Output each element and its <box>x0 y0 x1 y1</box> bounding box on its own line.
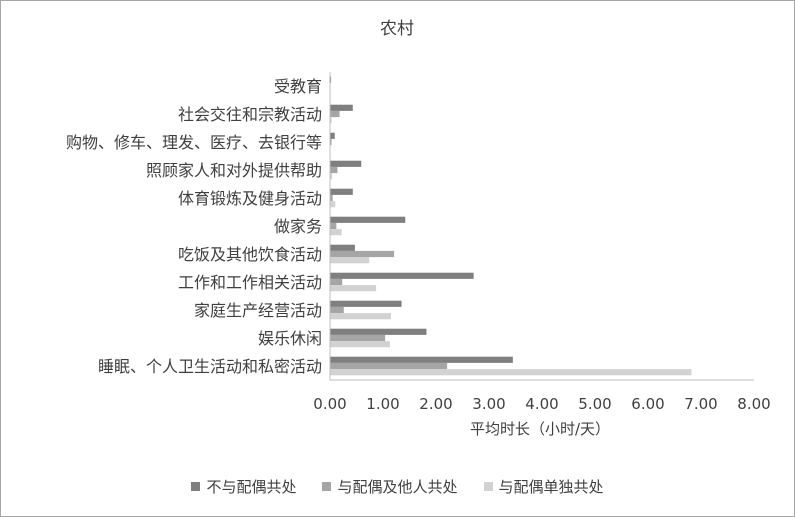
bar-3-4 <box>330 173 333 180</box>
category-label: 社会交往和宗教活动 <box>178 105 322 124</box>
category-label: 体育锻炼及健身活动 <box>178 189 322 208</box>
bar-1-3 <box>330 132 335 139</box>
category-label: 娱乐休闲 <box>258 329 322 348</box>
x-tick-label: 7.00 <box>684 395 717 413</box>
bar-3-11 <box>330 369 692 376</box>
bar-2-11 <box>330 362 448 370</box>
x-tick-label: 2.00 <box>419 395 452 413</box>
category-labels: 受教育社会交往和宗教活动购物、修车、理发、医疗、去银行等照顾家人和对外提供帮助体… <box>66 77 322 376</box>
x-tick-labels: 0.00 1.00 2.00 3.00 4.00 5.00 6.00 7.00 8.00 <box>313 395 770 413</box>
legend-swatch <box>322 482 332 491</box>
bar-2-10 <box>330 334 386 342</box>
bar-3-6 <box>330 229 342 236</box>
bar-2-8 <box>330 278 343 286</box>
bar-1-10 <box>330 328 427 335</box>
legend-item: 与配偶单独共处 <box>483 476 604 497</box>
x-tick-label: 6.00 <box>631 395 664 413</box>
legend-swatch <box>191 482 201 491</box>
legend-label: 与配偶单独共处 <box>498 478 604 496</box>
bar-2-9 <box>330 306 344 314</box>
bars-group <box>330 76 692 376</box>
legend: 不与配偶共处 与配偶及他人共处 与配偶单独共处 <box>0 476 795 497</box>
x-tick-label: 1.00 <box>366 395 399 413</box>
legend-item: 不与配偶共处 <box>191 476 296 497</box>
bar-2-5 <box>330 194 333 202</box>
x-tick-label: 8.00 <box>737 395 770 413</box>
bar-1-7 <box>330 244 355 251</box>
bar-3-10 <box>330 341 390 348</box>
x-axis-label: 平均时长（小时/天） <box>470 420 610 438</box>
category-label: 吃饭及其他饮食活动 <box>178 245 322 264</box>
x-tick-label: 0.00 <box>313 395 346 413</box>
category-label: 做家务 <box>274 217 322 236</box>
bar-2-6 <box>330 222 337 230</box>
bar-1-8 <box>330 272 474 279</box>
bar-3-8 <box>330 285 377 292</box>
x-tick-label: 3.00 <box>472 395 505 413</box>
bar-1-4 <box>330 160 362 167</box>
legend-label: 不与配偶共处 <box>206 478 297 496</box>
bar-3-9 <box>330 313 391 320</box>
bar-1-11 <box>330 356 513 363</box>
bar-3-2 <box>330 117 332 124</box>
category-label: 照顾家人和对外提供帮助 <box>146 161 322 180</box>
chart-title: 农村 <box>380 19 414 39</box>
category-label: 睡眠、个人卫生活动和私密活动 <box>98 357 322 376</box>
bar-2-4 <box>330 166 338 174</box>
bar-2-2 <box>330 110 340 118</box>
legend-label: 与配偶及他人共处 <box>337 478 458 496</box>
category-label: 家庭生产经营活动 <box>194 301 322 320</box>
x-tick-label: 4.00 <box>525 395 558 413</box>
category-label: 受教育 <box>274 77 322 96</box>
bar-1-2 <box>330 104 353 111</box>
bar-1-1 <box>330 76 332 83</box>
legend-item: 与配偶及他人共处 <box>322 476 458 497</box>
bar-3-5 <box>330 201 336 208</box>
bar-2-7 <box>330 250 395 258</box>
legend-swatch <box>483 482 493 491</box>
category-label: 工作和工作相关活动 <box>178 273 322 292</box>
category-label: 购物、修车、理发、医疗、去银行等 <box>66 133 322 152</box>
bar-3-7 <box>330 257 370 264</box>
bar-1-6 <box>330 216 406 223</box>
x-tick-label: 5.00 <box>578 395 611 413</box>
bar-1-5 <box>330 188 353 195</box>
bar-1-9 <box>330 300 402 307</box>
bar-2-3 <box>330 138 332 146</box>
